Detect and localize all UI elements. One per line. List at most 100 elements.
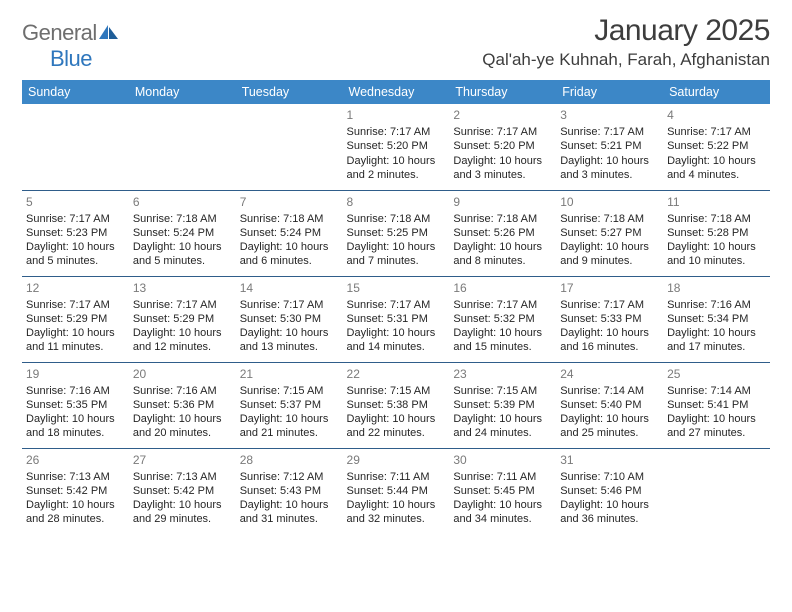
day-info: Sunrise: 7:17 AMSunset: 5:29 PMDaylight:… bbox=[26, 298, 125, 354]
day-number: 20 bbox=[133, 367, 232, 382]
calendar-day-cell: 28Sunrise: 7:12 AMSunset: 5:43 PMDayligh… bbox=[236, 448, 343, 534]
day-number: 17 bbox=[560, 281, 659, 296]
brand-logo: General Blue bbox=[22, 14, 119, 72]
calendar-day-cell: 4 Sunrise: 7:17 AMSunset: 5:22 PMDaylight… bbox=[663, 104, 770, 190]
day-header: Thursday bbox=[449, 80, 556, 104]
day-info: Sunrise: 7:18 AMSunset: 5:24 PMDaylight:… bbox=[133, 212, 232, 268]
day-number: 16 bbox=[453, 281, 552, 296]
day-header: Tuesday bbox=[236, 80, 343, 104]
calendar-day-cell: 13 Sunrise: 7:17 AMSunset: 5:29 PMDayligh… bbox=[129, 276, 236, 362]
day-number: 31 bbox=[560, 453, 659, 468]
calendar-day-cell: 1Sunrise: 7:17 AMSunset: 5:20 PMDaylight… bbox=[343, 104, 450, 190]
calendar-day-cell: 14 Sunrise: 7:17 AMSunset: 5:30 PMDayligh… bbox=[236, 276, 343, 362]
calendar-day-cell: 11Sunrise: 7:18 AMSunset: 5:28 PMDayligh… bbox=[663, 190, 770, 276]
day-info: Sunrise: 7:13 AMSunset: 5:42 PMDaylight:… bbox=[133, 470, 232, 526]
brand-text: General Blue bbox=[22, 20, 119, 72]
day-info: Sunrise: 7:16 AMSunset: 5:34 PMDaylight:… bbox=[667, 298, 766, 354]
page-title: January 2025 bbox=[482, 14, 770, 48]
day-header: Sunday bbox=[22, 80, 129, 104]
day-info: Sunrise: 7:17 AMSunset: 5:32 PMDaylight:… bbox=[453, 298, 552, 354]
calendar-day-cell: 23Sunrise: 7:15 AMSunset: 5:39 PMDayligh… bbox=[449, 362, 556, 448]
calendar-day-cell: 21Sunrise: 7:15 AMSunset: 5:37 PMDayligh… bbox=[236, 362, 343, 448]
day-number: 12 bbox=[26, 281, 125, 296]
day-number: 29 bbox=[347, 453, 446, 468]
calendar-day-cell: 16 Sunrise: 7:17 AMSunset: 5:32 PMDayligh… bbox=[449, 276, 556, 362]
day-info: Sunrise: 7:14 AMSunset: 5:41 PMDaylight:… bbox=[667, 384, 766, 440]
day-number: 27 bbox=[133, 453, 232, 468]
calendar-day-cell: 18 Sunrise: 7:16 AMSunset: 5:34 PMDayligh… bbox=[663, 276, 770, 362]
day-info: Sunrise: 7:15 AMSunset: 5:37 PMDaylight:… bbox=[240, 384, 339, 440]
calendar-day-cell: 8Sunrise: 7:18 AMSunset: 5:25 PMDaylight… bbox=[343, 190, 450, 276]
day-number: 9 bbox=[453, 195, 552, 210]
day-number: 28 bbox=[240, 453, 339, 468]
day-number: 22 bbox=[347, 367, 446, 382]
day-number: 4 bbox=[667, 108, 766, 123]
day-number: 7 bbox=[240, 195, 339, 210]
calendar-day-cell: 10 Sunrise: 7:18 AMSunset: 5:27 PMDayligh… bbox=[556, 190, 663, 276]
calendar-day-cell bbox=[236, 104, 343, 190]
day-info: Sunrise: 7:10 AMSunset: 5:46 PMDaylight:… bbox=[560, 470, 659, 526]
day-number: 6 bbox=[133, 195, 232, 210]
day-number: 8 bbox=[347, 195, 446, 210]
day-number: 14 bbox=[240, 281, 339, 296]
calendar-week-row: 5Sunrise: 7:17 AMSunset: 5:23 PMDaylight… bbox=[22, 190, 770, 276]
day-number: 3 bbox=[560, 108, 659, 123]
day-info: Sunrise: 7:17 AMSunset: 5:22 PMDaylight:… bbox=[667, 125, 766, 181]
header-bar: General Blue January 2025 Qal'ah-ye Kuhn… bbox=[22, 14, 770, 72]
brand-part2: Blue bbox=[50, 46, 92, 71]
day-info: Sunrise: 7:17 AMSunset: 5:31 PMDaylight:… bbox=[347, 298, 446, 354]
calendar-day-cell: 30 Sunrise: 7:11 AMSunset: 5:45 PMDayligh… bbox=[449, 448, 556, 534]
day-info: Sunrise: 7:17 AMSunset: 5:20 PMDaylight:… bbox=[453, 125, 552, 181]
day-info: Sunrise: 7:11 AMSunset: 5:45 PMDaylight:… bbox=[453, 470, 552, 526]
calendar-week-row: 19Sunrise: 7:16 AMSunset: 5:35 PMDayligh… bbox=[22, 362, 770, 448]
calendar-day-cell: 27 Sunrise: 7:13 AMSunset: 5:42 PMDayligh… bbox=[129, 448, 236, 534]
calendar-day-cell bbox=[129, 104, 236, 190]
calendar-day-cell: 3Sunrise: 7:17 AMSunset: 5:21 PMDaylight… bbox=[556, 104, 663, 190]
day-header: Monday bbox=[129, 80, 236, 104]
calendar-day-cell: 26 Sunrise: 7:13 AMSunset: 5:42 PMDayligh… bbox=[22, 448, 129, 534]
calendar-day-cell: 17Sunrise: 7:17 AMSunset: 5:33 PMDayligh… bbox=[556, 276, 663, 362]
day-number: 5 bbox=[26, 195, 125, 210]
calendar-day-cell: 6 Sunrise: 7:18 AMSunset: 5:24 PMDaylight… bbox=[129, 190, 236, 276]
calendar-day-cell: 19Sunrise: 7:16 AMSunset: 5:35 PMDayligh… bbox=[22, 362, 129, 448]
day-number: 23 bbox=[453, 367, 552, 382]
day-number: 24 bbox=[560, 367, 659, 382]
brand-part1: General bbox=[22, 20, 97, 45]
calendar-day-cell: 9 Sunrise: 7:18 AMSunset: 5:26 PMDaylight… bbox=[449, 190, 556, 276]
calendar-day-cell: 15 Sunrise: 7:17 AMSunset: 5:31 PMDayligh… bbox=[343, 276, 450, 362]
day-number: 25 bbox=[667, 367, 766, 382]
calendar-day-cell: 25 Sunrise: 7:14 AMSunset: 5:41 PMDayligh… bbox=[663, 362, 770, 448]
calendar-day-cell: 20Sunrise: 7:16 AMSunset: 5:36 PMDayligh… bbox=[129, 362, 236, 448]
day-header: Friday bbox=[556, 80, 663, 104]
day-number: 19 bbox=[26, 367, 125, 382]
calendar-day-cell bbox=[663, 448, 770, 534]
calendar-day-cell: 29Sunrise: 7:11 AMSunset: 5:44 PMDayligh… bbox=[343, 448, 450, 534]
calendar-day-cell: 7 Sunrise: 7:18 AMSunset: 5:24 PMDaylight… bbox=[236, 190, 343, 276]
calendar-day-cell: 12 Sunrise: 7:17 AMSunset: 5:29 PMDayligh… bbox=[22, 276, 129, 362]
day-info: Sunrise: 7:18 AMSunset: 5:26 PMDaylight:… bbox=[453, 212, 552, 268]
calendar-week-row: 1 Sunrise: 7:17 AMSunset: 5:20 PMDaylight… bbox=[22, 104, 770, 190]
calendar-table: SundayMondayTuesdayWednesdayThursdayFrid… bbox=[22, 80, 770, 534]
day-number: 10 bbox=[560, 195, 659, 210]
day-info: Sunrise: 7:18 AMSunset: 5:27 PMDaylight:… bbox=[560, 212, 659, 268]
calendar-day-cell: 31 Sunrise: 7:10 AMSunset: 5:46 PMDayligh… bbox=[556, 448, 663, 534]
calendar-head: SundayMondayTuesdayWednesdayThursdayFrid… bbox=[22, 80, 770, 104]
calendar-day-cell: 22Sunrise: 7:15 AMSunset: 5:38 PMDayligh… bbox=[343, 362, 450, 448]
calendar-day-cell: 5Sunrise: 7:17 AMSunset: 5:23 PMDaylight… bbox=[22, 190, 129, 276]
day-info: Sunrise: 7:14 AMSunset: 5:40 PMDaylight:… bbox=[560, 384, 659, 440]
calendar-day-cell bbox=[22, 104, 129, 190]
day-number: 15 bbox=[347, 281, 446, 296]
calendar-body: 1 Sunrise: 7:17 AMSunset: 5:20 PMDaylight… bbox=[22, 104, 770, 534]
day-info: Sunrise: 7:17 AMSunset: 5:30 PMDaylight:… bbox=[240, 298, 339, 354]
day-number: 18 bbox=[667, 281, 766, 296]
calendar-week-row: 12 Sunrise: 7:17 AMSunset: 5:29 PMDayligh… bbox=[22, 276, 770, 362]
sail-icon bbox=[99, 27, 119, 44]
day-info: Sunrise: 7:13 AMSunset: 5:42 PMDaylight:… bbox=[26, 470, 125, 526]
day-number: 13 bbox=[133, 281, 232, 296]
day-info: Sunrise: 7:17 AMSunset: 5:29 PMDaylight:… bbox=[133, 298, 232, 354]
day-number: 1 bbox=[347, 108, 446, 123]
day-info: Sunrise: 7:18 AMSunset: 5:24 PMDaylight:… bbox=[240, 212, 339, 268]
day-header: Wednesday bbox=[343, 80, 450, 104]
day-number: 30 bbox=[453, 453, 552, 468]
day-number: 26 bbox=[26, 453, 125, 468]
